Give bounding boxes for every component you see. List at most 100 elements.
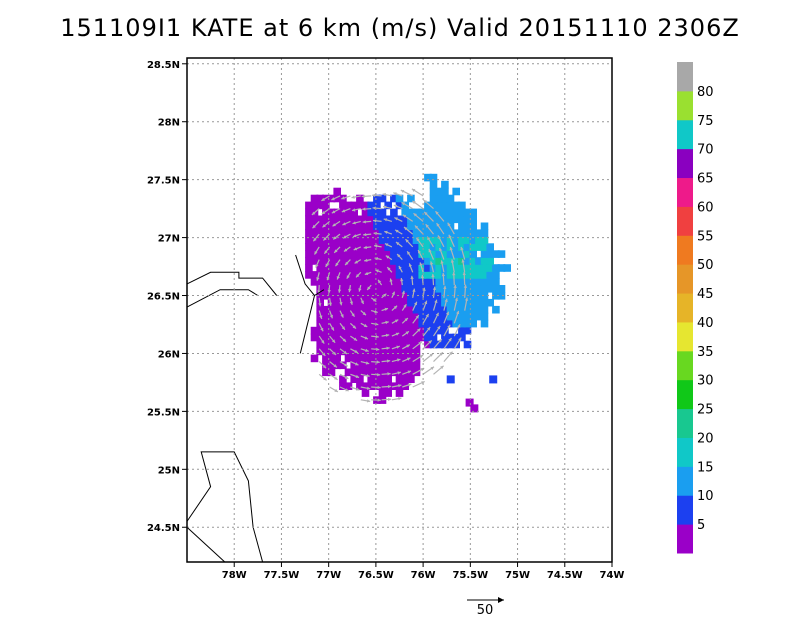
wind-speed-cell (350, 354, 358, 363)
wind-vector-head (353, 337, 358, 341)
wind-speed-cell (305, 271, 313, 279)
wind-speed-cell (378, 312, 387, 321)
wind-speed-cell (344, 215, 353, 224)
wind-vector-head (456, 310, 460, 315)
wind-speed-cell (361, 389, 370, 397)
wind-speed-cell (441, 305, 449, 314)
wind-speed-cell (361, 368, 370, 377)
wind-vector-head (414, 301, 417, 306)
wind-vector-head (395, 229, 399, 233)
wind-speed-cell (356, 201, 364, 210)
wind-vector-head (322, 364, 327, 369)
wind-speed-cell (378, 243, 387, 251)
wind-speed-cell (446, 285, 455, 293)
colorbar-label: 15 (697, 460, 714, 475)
wind-speed-cell (373, 257, 381, 265)
wind-speed-cell (378, 208, 387, 217)
wind-speed-cell (378, 278, 387, 286)
y-tick-label: 25.5N (147, 407, 180, 418)
wind-speed-cell (367, 264, 375, 272)
wind-speed-cell (322, 285, 330, 293)
wind-speed-cell (350, 243, 358, 251)
wind-speed-cell (395, 285, 404, 293)
wind-speed-cell (322, 292, 330, 300)
wind-speed-cell (441, 340, 449, 349)
wind-speed-cell (458, 271, 466, 279)
wind-speed-cell (395, 333, 404, 342)
wind-speed-cell (344, 208, 353, 217)
wind-speed-cell (412, 354, 421, 363)
wind-speed-cell (339, 305, 347, 314)
wind-speed-cell (367, 361, 375, 370)
wind-speed-cell (463, 271, 472, 279)
wind-speed-cell (480, 229, 489, 237)
wind-vector-head (333, 236, 337, 240)
wind-speed-cell (475, 229, 483, 237)
wind-speed-cell (424, 298, 432, 307)
wind-speed-cell (424, 208, 432, 217)
wind-speed-cell (322, 222, 330, 231)
wind-vector-head (437, 325, 441, 330)
wind-speed-cell (463, 326, 472, 335)
wind-speed-cell (429, 194, 438, 203)
wind-speed-cell (361, 298, 370, 307)
wind-speed-cell (339, 319, 347, 328)
coastline (186, 271, 278, 296)
wind-speed-cell (333, 347, 341, 356)
wind-speed-cell (441, 298, 449, 307)
wind-speed-cell (463, 264, 472, 272)
wind-speed-cell (475, 285, 483, 293)
wind-speed-cell (418, 236, 426, 244)
wind-speed-cell (407, 236, 415, 244)
wind-speed-cell (350, 368, 358, 377)
wind-speed-cell (384, 347, 392, 356)
wind-speed-cell (378, 375, 387, 383)
coastlines (186, 254, 325, 563)
wind-speed-cell (344, 278, 353, 286)
x-tick-label: 76.5W (358, 570, 394, 581)
wind-speed-cell (339, 243, 347, 251)
wind-vector-head (407, 370, 411, 374)
wind-speed-cell (424, 271, 432, 279)
wind-speed-cell (429, 271, 438, 279)
wind-speed-cell (446, 257, 455, 265)
wind-speed-cell (339, 271, 347, 279)
wind-speed-cell (367, 326, 375, 335)
wind-speed-cell (435, 292, 443, 300)
wind-speed-cell (333, 333, 341, 342)
wind-speed-cell (361, 285, 370, 293)
wind-speed-cell (458, 305, 466, 314)
wind-speed-cell (407, 319, 415, 328)
wind-speed-cell (401, 250, 409, 258)
wind-speed-cell (384, 368, 392, 377)
wind-vector-head (428, 340, 432, 344)
wind-speed-cell (390, 208, 398, 217)
wind-speed-cell (458, 243, 466, 251)
wind-speed-cell (463, 222, 472, 231)
wind-speed-cell (344, 368, 353, 377)
wind-speed-cell (412, 257, 421, 265)
wind-speed-cell (344, 264, 353, 272)
wind-speed-cell (333, 208, 341, 217)
wind-vector-head (365, 348, 369, 352)
wind-speed-cell (344, 340, 353, 349)
wind-speed-cell (356, 264, 364, 272)
wind-vector-head (393, 305, 398, 310)
wind-speed-cell (327, 368, 336, 377)
wind-vector-head (419, 355, 424, 359)
wind-speed-cell (492, 292, 500, 300)
y-tick-label: 28N (158, 118, 180, 129)
wind-speed-cell (333, 194, 341, 203)
wind-vector-head (323, 377, 327, 381)
wind-vector-head (323, 237, 327, 241)
wind-speed-cell (492, 250, 500, 258)
wind-speed-cell (378, 236, 387, 244)
coastline (186, 289, 259, 308)
wind-speed-cell (384, 278, 392, 286)
wind-speed-cell (350, 333, 358, 342)
wind-speed-cell (424, 201, 432, 210)
wind-speed-cell (395, 354, 404, 363)
wind-speed-cell (395, 278, 404, 286)
wind-speed-cell (480, 305, 489, 314)
wind-speed-cell (378, 361, 387, 370)
